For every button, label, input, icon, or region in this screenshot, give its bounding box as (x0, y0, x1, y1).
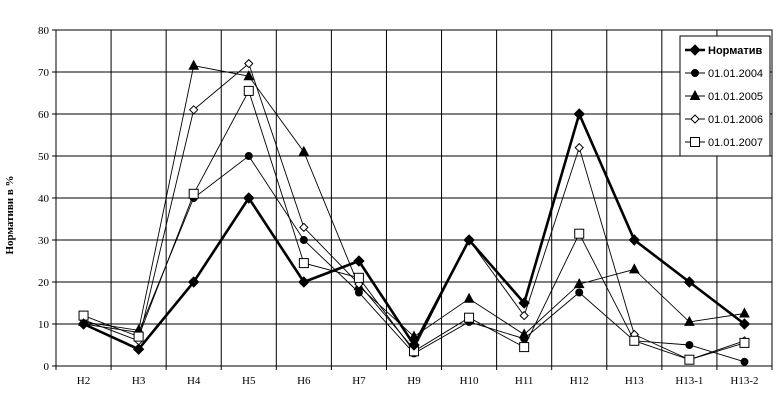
data-point-marker (739, 337, 750, 348)
x-tick-label: Н10 (460, 375, 479, 387)
series-3 (78, 58, 750, 365)
data-point-marker (691, 69, 699, 77)
data-point-marker (685, 341, 694, 349)
y-axis-label: Нормативи в % (4, 175, 16, 254)
data-point-marker (187, 276, 200, 288)
data-point-marker (518, 297, 530, 309)
y-tick-label: 70 (38, 67, 50, 79)
y-tick-label: 60 (38, 109, 50, 121)
legend-label: 01.01.2004 (708, 68, 763, 80)
x-tick-label: Н6 (297, 375, 311, 387)
data-point-marker (689, 89, 701, 100)
data-point-marker (243, 85, 254, 96)
y-tick-label: 50 (38, 151, 50, 163)
data-point-marker (463, 292, 475, 303)
data-point-marker (689, 44, 701, 56)
data-point-marker (408, 339, 420, 351)
legend-item: 01.01.2006 (685, 114, 763, 126)
data-point-marker (299, 236, 308, 244)
data-point-marker (628, 263, 640, 274)
data-point-marker (573, 278, 585, 289)
data-point-marker (518, 328, 530, 339)
series-lines (77, 58, 751, 366)
y-tick-label: 80 (38, 25, 50, 37)
data-point-marker (243, 192, 255, 204)
data-point-marker (298, 258, 309, 269)
legend-label: Норматив (708, 45, 762, 57)
y-tick-label: 10 (38, 319, 50, 331)
x-tick-label: Н5 (242, 375, 256, 387)
grid-lines (52, 29, 773, 370)
data-point-marker (132, 343, 145, 355)
y-tick-label: 40 (38, 193, 50, 205)
data-point-marker (573, 108, 585, 120)
x-axis-ticks: Н2 Н3 Н4 Н5 Н6 Н7 Н9 Н10 Н11 Н12 Н13 Н13-1 Н13-2 (77, 375, 759, 387)
data-point-marker (683, 276, 696, 288)
x-tick-label: Н4 (187, 375, 201, 387)
legend-label: 01.01.2007 (708, 137, 763, 149)
data-point-marker (519, 310, 529, 321)
legend-item: 01.01.2007 (685, 137, 763, 149)
data-point-marker (575, 288, 584, 297)
data-point-marker (298, 276, 310, 288)
data-point-marker (77, 318, 90, 330)
data-point-marker (353, 255, 365, 267)
data-point-marker (739, 307, 750, 318)
data-point-marker (299, 222, 309, 233)
data-point-marker (188, 59, 200, 70)
data-point-marker (463, 234, 475, 246)
y-tick-label: 0 (44, 361, 50, 373)
series-4 (78, 85, 750, 365)
legend-item: 01.01.2004 (685, 68, 763, 80)
x-tick-label: Н11 (515, 375, 534, 387)
x-tick-label: Н2 (77, 375, 90, 387)
y-axis-ticks: 0 10 20 30 40 50 60 70 80 (38, 25, 50, 373)
data-point-marker (574, 228, 585, 239)
data-point-marker (188, 188, 199, 199)
data-point-marker (628, 234, 641, 246)
x-tick-label: Н3 (132, 375, 146, 387)
data-point-marker (738, 318, 751, 330)
data-point-marker (464, 312, 475, 323)
data-point-marker (574, 142, 584, 153)
series-0 (77, 108, 751, 355)
data-point-marker (684, 315, 695, 326)
data-point-marker (243, 70, 255, 81)
series-line (82, 110, 746, 351)
data-point-marker (519, 342, 530, 353)
data-point-marker (740, 357, 749, 366)
x-tick-label: Н13-1 (675, 375, 703, 387)
series-line (83, 62, 745, 361)
data-point-marker (133, 331, 144, 342)
data-point-marker (298, 145, 310, 156)
legend-item: 01.01.2005 (685, 89, 763, 103)
x-tick-label: Н13 (625, 375, 644, 387)
data-point-marker (244, 58, 254, 69)
legend: Норматив 01.01.2004 01.01.2005 01.01.2006 01… (679, 35, 771, 157)
x-tick-label: Н13-2 (730, 375, 758, 387)
y-tick-label: 30 (38, 235, 50, 247)
legend-label: 01.01.2005 (708, 91, 763, 103)
data-point-marker (629, 335, 640, 346)
legend-item: Норматив (685, 44, 762, 57)
data-point-marker (353, 272, 364, 283)
data-point-marker (244, 152, 253, 160)
data-point-marker (690, 137, 700, 147)
x-tick-label: Н7 (352, 375, 366, 387)
data-point-marker (684, 354, 695, 365)
x-tick-label: Н12 (570, 375, 589, 387)
y-tick-label: 20 (38, 277, 50, 289)
x-tick-label: Н9 (407, 375, 421, 387)
data-point-marker (188, 105, 199, 115)
data-point-marker (690, 114, 700, 124)
legend-label: 01.01.2006 (708, 114, 763, 126)
